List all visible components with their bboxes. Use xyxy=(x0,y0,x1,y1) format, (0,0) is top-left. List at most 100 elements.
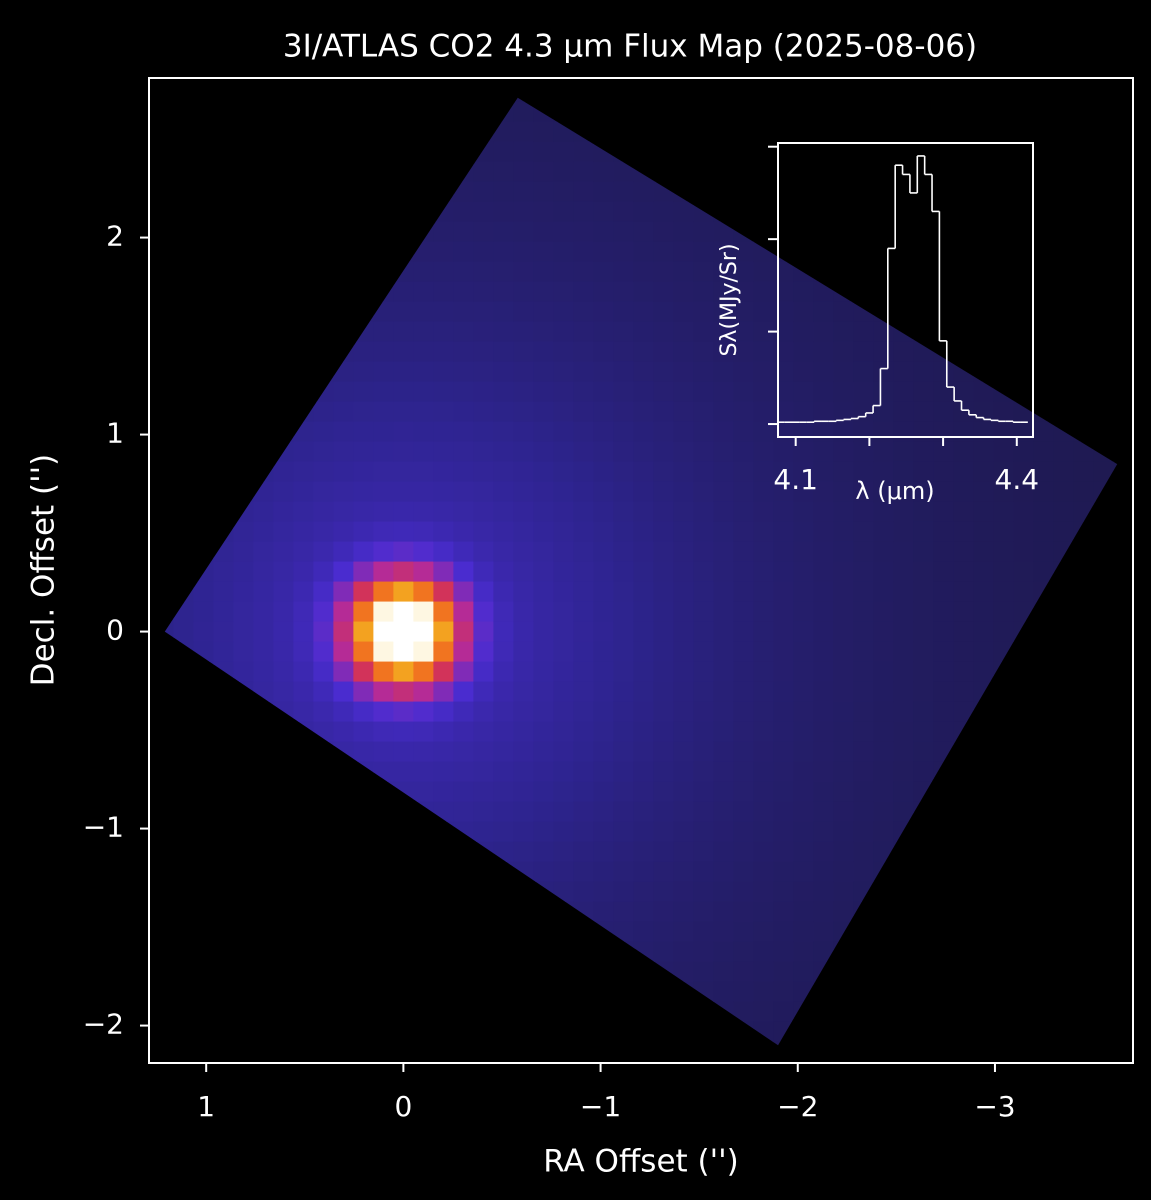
heatmap-cell xyxy=(493,441,514,463)
heatmap-cell xyxy=(873,341,894,363)
y-tick-label: −1 xyxy=(83,811,124,844)
heatmap-cell xyxy=(513,621,534,643)
heatmap-cell xyxy=(373,341,394,363)
heatmap-cell xyxy=(673,701,694,723)
heatmap-cell xyxy=(553,621,574,643)
heatmap-cell xyxy=(473,341,494,363)
heatmap-cell xyxy=(653,801,674,823)
heatmap-cell xyxy=(453,381,474,403)
heatmap-cell xyxy=(993,481,1014,503)
heatmap-cell xyxy=(633,521,654,543)
heatmap-cell xyxy=(713,961,734,983)
heatmap-cell xyxy=(813,481,834,503)
heatmap-cell xyxy=(553,341,574,363)
heatmap-cell xyxy=(933,561,954,583)
heatmap-cell xyxy=(833,781,854,803)
heatmap-cell xyxy=(373,661,394,683)
heatmap-cell xyxy=(773,281,794,303)
heatmap-cell xyxy=(633,561,654,583)
heatmap-cell xyxy=(393,361,414,383)
heatmap-cell xyxy=(993,421,1014,443)
heatmap-cell xyxy=(433,361,454,383)
heatmap-cell xyxy=(333,521,354,543)
heatmap-cell xyxy=(593,241,614,263)
heatmap-cell xyxy=(493,261,514,283)
heatmap-cell xyxy=(833,761,854,783)
heatmap-cell xyxy=(733,901,754,923)
heatmap-cell xyxy=(493,601,514,623)
heatmap-cell xyxy=(653,601,674,623)
heatmap-cell xyxy=(313,521,334,543)
heatmap-cell xyxy=(573,361,594,383)
heatmap-cell xyxy=(733,941,754,963)
heatmap-cell xyxy=(893,681,914,703)
heatmap-cell xyxy=(553,581,574,603)
heatmap-cell xyxy=(233,521,254,543)
heatmap-cell xyxy=(253,621,274,643)
heatmap-cell xyxy=(213,581,234,603)
heatmap-cell xyxy=(253,521,274,543)
heatmap-cell xyxy=(1053,481,1074,503)
heatmap-cell xyxy=(713,281,734,303)
y-tick-label: −2 xyxy=(83,1008,124,1041)
heatmap-cell xyxy=(953,701,974,723)
heatmap-cell xyxy=(693,941,714,963)
heatmap-cell xyxy=(713,941,734,963)
heatmap-cell xyxy=(593,521,614,543)
heatmap-cell xyxy=(333,381,354,403)
heatmap-cell xyxy=(673,281,694,303)
heatmap-cell xyxy=(453,701,474,723)
heatmap-cell xyxy=(793,941,814,963)
heatmap-cell xyxy=(693,301,714,323)
heatmap-cell xyxy=(953,481,974,503)
heatmap-cell xyxy=(593,201,614,223)
heatmap-cell xyxy=(533,821,554,843)
heatmap-cell xyxy=(373,401,394,423)
heatmap-cell xyxy=(833,681,854,703)
heatmap-cell xyxy=(413,381,434,403)
heatmap-cell xyxy=(513,761,534,783)
heatmap-cell xyxy=(693,261,714,283)
heatmap-cell xyxy=(373,381,394,403)
x-tick-label: −3 xyxy=(974,1090,1015,1123)
heatmap-cell xyxy=(873,521,894,543)
heatmap-cell xyxy=(813,341,834,363)
heatmap-cell xyxy=(773,541,794,563)
heatmap-cell xyxy=(513,361,534,383)
heatmap-cell xyxy=(733,501,754,523)
heatmap-cell xyxy=(533,481,554,503)
heatmap-cell xyxy=(433,721,454,743)
heatmap-cell xyxy=(573,561,594,583)
heatmap-cell xyxy=(793,761,814,783)
heatmap-cell xyxy=(793,281,814,303)
heatmap-cell xyxy=(573,801,594,823)
heatmap-cell xyxy=(633,821,654,843)
heatmap-cell xyxy=(693,381,714,403)
heatmap-cell xyxy=(673,961,694,983)
heatmap-cell xyxy=(453,401,474,423)
heatmap-cell xyxy=(713,881,734,903)
heatmap-cell xyxy=(773,401,794,423)
heatmap-cell xyxy=(773,501,794,523)
heatmap-cell xyxy=(493,661,514,683)
heatmap-cell xyxy=(753,881,774,903)
heatmap-cell xyxy=(873,461,894,483)
heatmap-cell xyxy=(593,261,614,283)
heatmap-cell xyxy=(913,761,934,783)
inset-x-tick-label: 4.4 xyxy=(995,463,1040,496)
heatmap-cell xyxy=(393,681,414,703)
heatmap-cell xyxy=(413,761,434,783)
heatmap-cell xyxy=(873,441,894,463)
x-axis-label: RA Offset ('') xyxy=(543,1144,739,1180)
heatmap-cell xyxy=(553,841,574,863)
heatmap-cell xyxy=(593,741,614,763)
heatmap-cell xyxy=(1013,481,1034,503)
heatmap-cell xyxy=(513,221,534,243)
heatmap-cell xyxy=(833,441,854,463)
heatmap-cell xyxy=(373,581,394,603)
heatmap-cell xyxy=(473,221,494,243)
heatmap-cell xyxy=(353,641,374,663)
heatmap-cell xyxy=(833,321,854,343)
heatmap-cell xyxy=(993,501,1014,523)
